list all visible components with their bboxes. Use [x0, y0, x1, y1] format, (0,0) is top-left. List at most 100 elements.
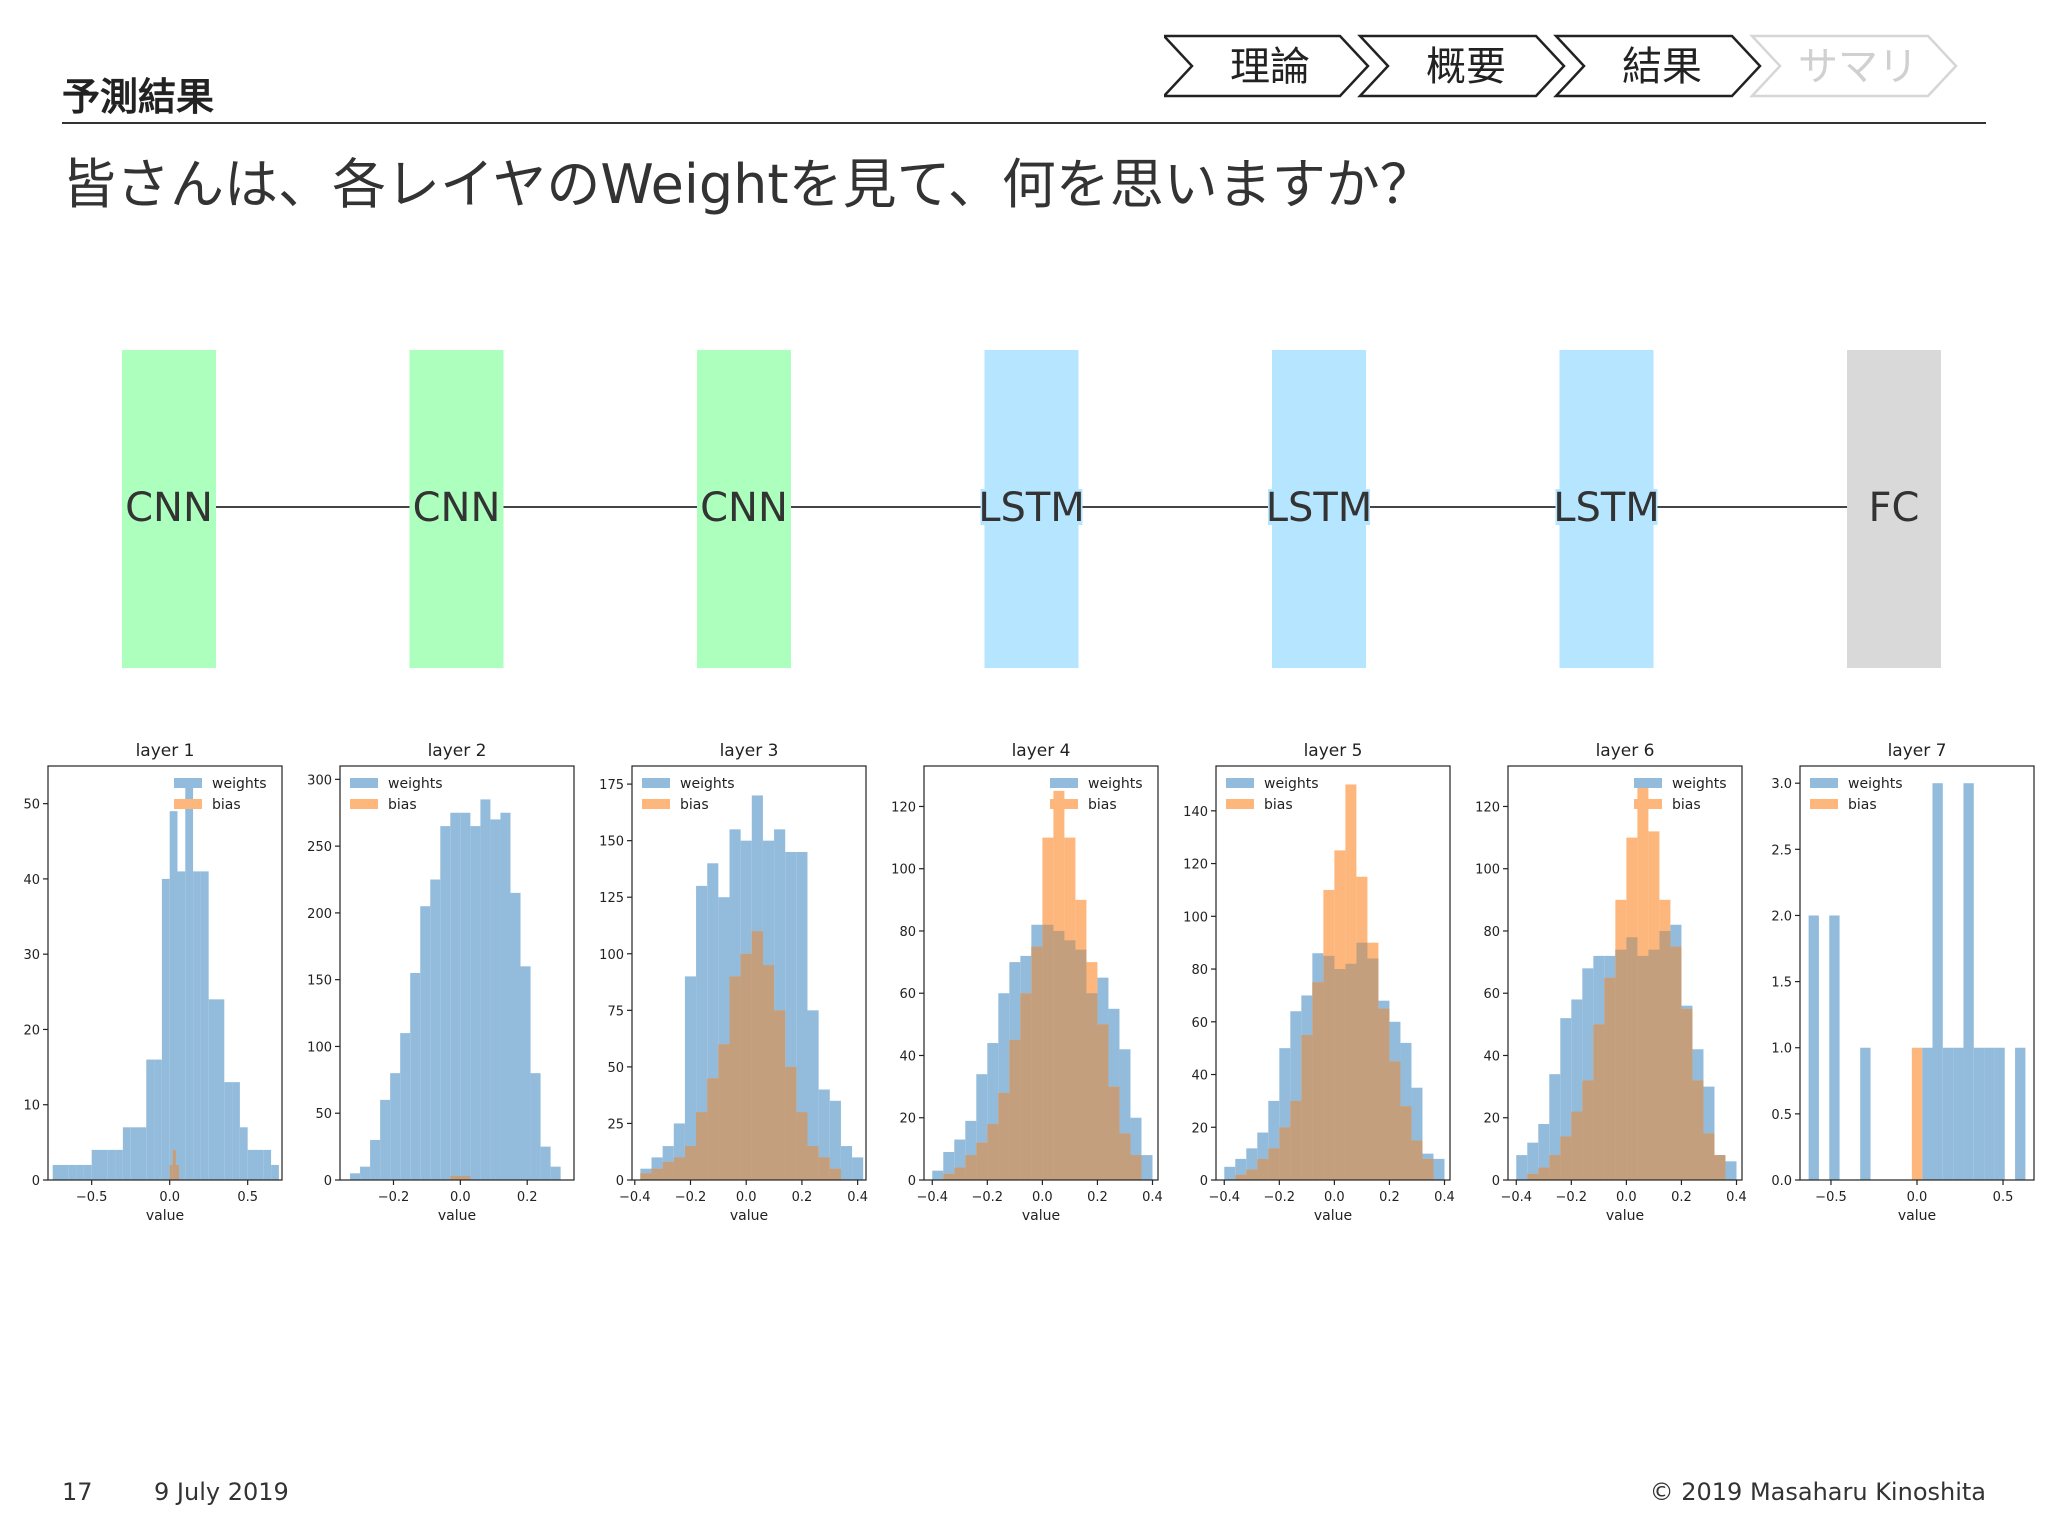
- weights-bar: [1433, 1158, 1445, 1180]
- weights-bar: [1994, 1047, 2005, 1180]
- weights-bar: [193, 871, 201, 1180]
- weights-bar: [1582, 968, 1594, 1180]
- y-tick-label: 40: [23, 873, 40, 888]
- y-tick-label: 20: [23, 1023, 40, 1038]
- x-axis-label: value: [1314, 1208, 1352, 1224]
- x-tick-label: 0.0: [736, 1190, 757, 1205]
- overlap-bar: [1334, 969, 1346, 1180]
- overlap-bar: [1560, 1136, 1572, 1180]
- y-tick-label: 40: [1483, 1049, 1500, 1064]
- overlap-bar: [998, 1092, 1010, 1180]
- plot-frame: [631, 765, 867, 1181]
- overlap-bar: [796, 1112, 808, 1180]
- x-tick-label: −0.4: [1500, 1190, 1532, 1205]
- overlap-bar: [829, 1168, 841, 1180]
- y-tick-label: 300: [307, 773, 332, 788]
- legend-label-weights: weights: [680, 776, 735, 792]
- y-tick-label: 60: [1483, 987, 1500, 1002]
- x-tick-label: 0.0: [450, 1190, 471, 1205]
- legend-label-weights: weights: [388, 776, 443, 792]
- overlap-bar: [1031, 946, 1043, 1180]
- plot-frame: [1507, 765, 1743, 1181]
- overlap-bar: [1108, 1086, 1120, 1180]
- legend-label-bias: bias: [1264, 797, 1293, 813]
- weights-bar: [807, 1010, 819, 1180]
- legend-swatch-weights: [1226, 778, 1254, 788]
- weights-bar: [1829, 915, 1840, 1180]
- overlap-bar: [1637, 955, 1649, 1180]
- y-tick-label: 60: [1191, 1016, 1208, 1031]
- x-tick-label: −0.4: [619, 1190, 651, 1205]
- weights-bar: [470, 826, 481, 1180]
- x-tick-label: 0.0: [1616, 1190, 1637, 1205]
- legend-swatch-bias: [1050, 799, 1078, 809]
- weights-bar: [115, 1149, 123, 1180]
- y-tick-label: 2.5: [1771, 843, 1792, 858]
- weights-bar: [185, 781, 194, 1180]
- weights-bar: [360, 1166, 371, 1180]
- weights-bar: [1279, 1048, 1291, 1180]
- layer-label-bg-5: [1268, 489, 1370, 525]
- overlap-bar: [460, 1175, 471, 1180]
- legend-label-weights: weights: [1088, 776, 1143, 792]
- overlap-bar: [1659, 930, 1671, 1180]
- footer-copyright: © 2019 Masaharu Kinoshita: [1649, 1478, 1986, 1506]
- histogram-3: layer 3 −0.4 −0.2 0.0 0.2 0.4 0 25 50 75 100 125 150…: [599, 741, 868, 1224]
- overlap-bar: [1268, 1148, 1280, 1180]
- weights-bar: [263, 1149, 272, 1180]
- chart-title: layer 1: [136, 741, 195, 761]
- legend-label-weights: weights: [1264, 776, 1319, 792]
- overlap-bar: [684, 1146, 697, 1180]
- histogram-4: layer 4 −0.4 −0.2 0.0 0.2 0.4 0 20 40 60 80 100 120 v…: [891, 741, 1163, 1224]
- overlap-bar: [673, 1157, 685, 1180]
- weights-bar: [440, 826, 451, 1180]
- overlap-bar: [1681, 1008, 1693, 1180]
- x-axis-label: value: [146, 1208, 184, 1224]
- overlap-bar: [1582, 1080, 1594, 1180]
- overlap-bar: [774, 1010, 786, 1180]
- x-tick-label: −0.5: [76, 1190, 108, 1205]
- overlap-bar: [1246, 1169, 1258, 1180]
- legend-swatch-bias: [1810, 799, 1838, 809]
- overlap-bar: [1400, 1106, 1412, 1180]
- x-tick-label: 0.2: [1671, 1190, 1692, 1205]
- layer-label-5: LSTM: [1266, 485, 1373, 531]
- weights-bar: [380, 1099, 391, 1180]
- legend-swatch-bias: [1226, 799, 1254, 809]
- overlap-bar: [1064, 940, 1076, 1180]
- layer-label-bg-7: [1866, 489, 1922, 525]
- layer-label-bg-4: [980, 489, 1083, 525]
- legend-swatch-weights: [1810, 778, 1838, 788]
- overlap-bar: [696, 1112, 708, 1180]
- chart-title: layer 3: [720, 741, 779, 761]
- x-tick-label: −0.4: [1208, 1190, 1240, 1205]
- x-axis-label: value: [730, 1208, 768, 1224]
- overlap-bar: [976, 1142, 988, 1180]
- overlap-bar: [1389, 1061, 1401, 1180]
- weights-bar: [1130, 1117, 1142, 1180]
- x-tick-label: 0.2: [1379, 1190, 1400, 1205]
- x-tick-label: 0.0: [159, 1190, 180, 1205]
- layer-label-6: LSTM: [1553, 485, 1660, 531]
- weights-bar: [130, 1127, 139, 1180]
- weights-bar: [83, 1164, 92, 1180]
- weights-bar: [370, 1139, 381, 1180]
- overlap-bar: [1422, 1158, 1434, 1180]
- weights-bar: [107, 1149, 116, 1180]
- x-axis-label: value: [1022, 1208, 1060, 1224]
- overlap-bar: [1356, 942, 1368, 1180]
- overlap-bar: [1009, 1039, 1021, 1180]
- overlap-bar: [785, 1066, 797, 1180]
- headline: 皆さんは、各レイヤのWeightを見て、何を思いますか？: [62, 153, 1434, 216]
- y-tick-label: 0: [324, 1174, 332, 1189]
- x-tick-label: 0.4: [847, 1190, 868, 1205]
- weights-bar: [91, 1149, 100, 1180]
- y-tick-label: 0: [1200, 1174, 1208, 1189]
- y-tick-label: 120: [1183, 858, 1208, 873]
- histogram-6: layer 6 −0.4 −0.2 0.0 0.2 0.4 0 20 40 60 80 100 120 v…: [1475, 741, 1747, 1224]
- weights-bar: [718, 897, 730, 1180]
- header-rule: [62, 122, 1986, 124]
- chart-title: layer 4: [1012, 741, 1071, 761]
- y-tick-label: 100: [599, 948, 624, 963]
- weights-bar: [208, 999, 217, 1180]
